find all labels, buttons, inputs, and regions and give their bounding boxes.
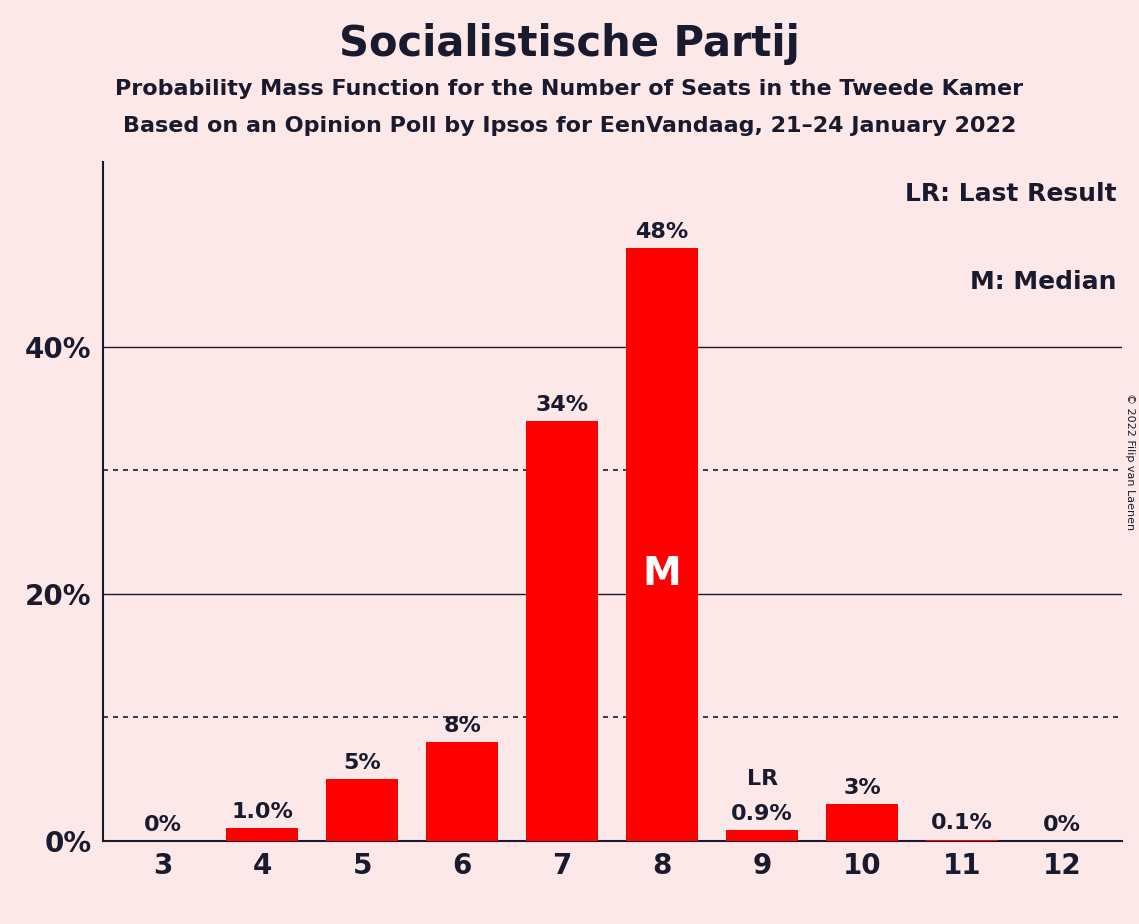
Text: 3%: 3% bbox=[843, 778, 880, 797]
Bar bbox=[826, 804, 898, 841]
Bar bbox=[327, 779, 399, 841]
Text: 48%: 48% bbox=[636, 222, 689, 242]
Text: M: M bbox=[642, 555, 681, 593]
Text: LR: Last Result: LR: Last Result bbox=[906, 182, 1117, 206]
Text: M: Median: M: Median bbox=[970, 271, 1117, 295]
Text: 34%: 34% bbox=[535, 395, 589, 415]
Text: 0%: 0% bbox=[1043, 815, 1081, 834]
Text: 8%: 8% bbox=[443, 716, 482, 736]
Bar bbox=[626, 249, 698, 841]
Text: 0.9%: 0.9% bbox=[731, 804, 793, 823]
Text: 5%: 5% bbox=[344, 753, 382, 772]
Text: 0%: 0% bbox=[144, 815, 181, 834]
Text: 1.0%: 1.0% bbox=[231, 802, 294, 822]
Bar bbox=[426, 742, 498, 841]
Bar bbox=[926, 840, 998, 841]
Text: LR: LR bbox=[746, 769, 778, 789]
Bar bbox=[727, 830, 798, 841]
Text: Probability Mass Function for the Number of Seats in the Tweede Kamer: Probability Mass Function for the Number… bbox=[115, 79, 1024, 99]
Text: Based on an Opinion Poll by Ipsos for EenVandaag, 21–24 January 2022: Based on an Opinion Poll by Ipsos for Ee… bbox=[123, 116, 1016, 136]
Text: Socialistische Partij: Socialistische Partij bbox=[339, 23, 800, 65]
Bar bbox=[526, 421, 598, 841]
Bar bbox=[227, 829, 298, 841]
Text: 0.1%: 0.1% bbox=[931, 813, 993, 833]
Text: © 2022 Filip van Laenen: © 2022 Filip van Laenen bbox=[1125, 394, 1134, 530]
